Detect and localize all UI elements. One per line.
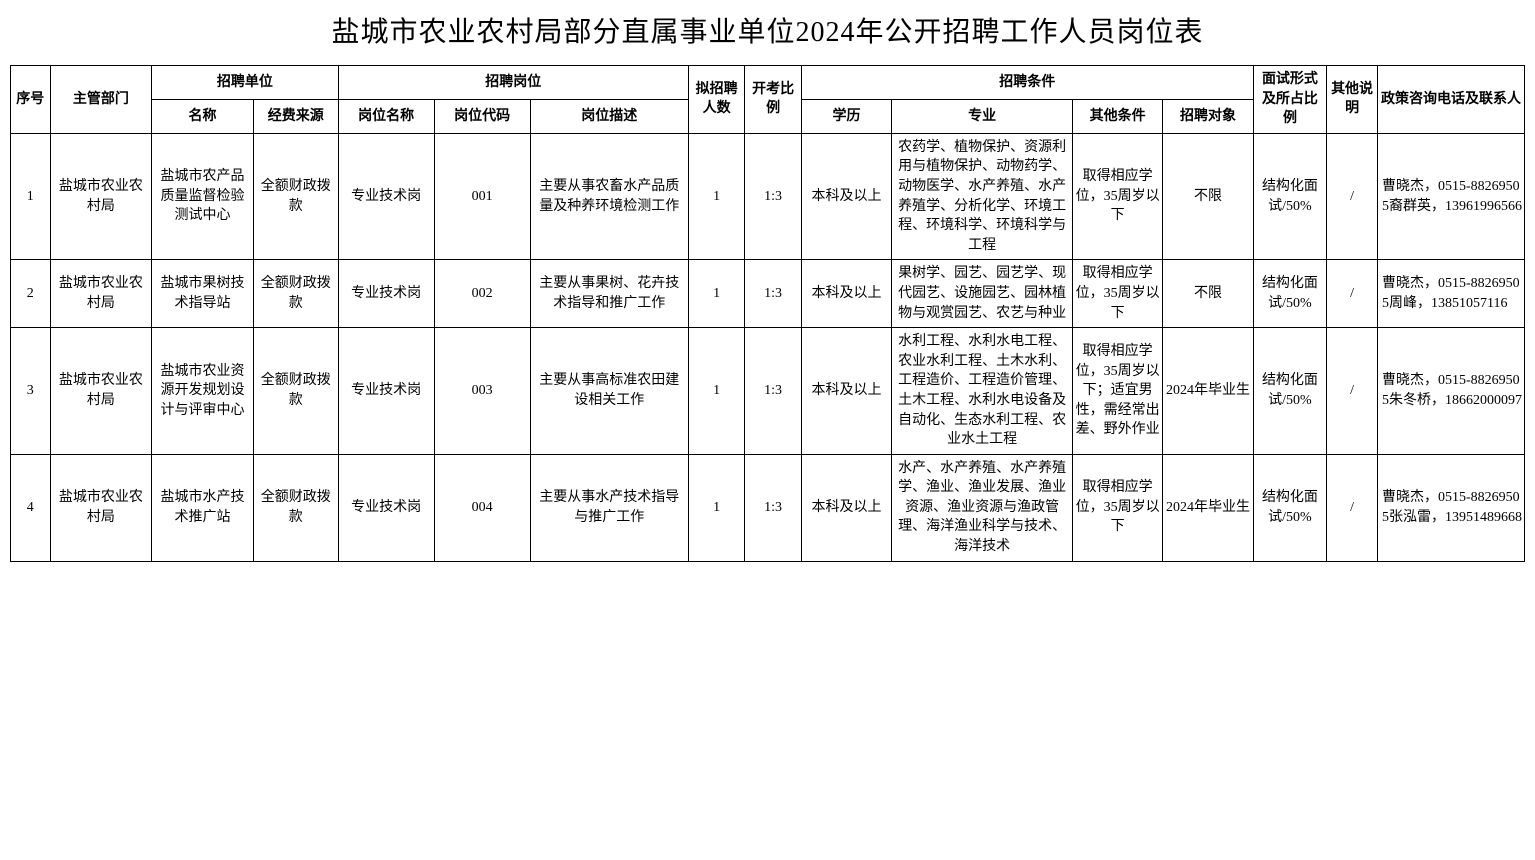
cell-unit_fund: 全额财政拨款 bbox=[253, 133, 338, 260]
header-unit: 招聘单位 bbox=[152, 66, 338, 100]
cell-unit_name: 盐城市果树技术指导站 bbox=[152, 260, 254, 328]
cell-unit_name: 盐城市农业资源开发规划设计与评审中心 bbox=[152, 328, 254, 455]
page-title: 盐城市农业农村局部分直属事业单位2024年公开招聘工作人员岗位表 bbox=[10, 10, 1525, 50]
table-body: 1盐城市农业农村局盐城市农产品质量监督检验测试中心全额财政拨款专业技术岗001主… bbox=[11, 133, 1525, 561]
cell-note: / bbox=[1327, 260, 1378, 328]
header-dept: 主管部门 bbox=[50, 66, 152, 134]
header-ratio: 开考比例 bbox=[745, 66, 801, 134]
header-condition: 招聘条件 bbox=[801, 66, 1253, 100]
cell-pos_desc: 主要从事果树、花卉技术指导和推广工作 bbox=[530, 260, 688, 328]
cell-note: / bbox=[1327, 328, 1378, 455]
cell-pos_code: 003 bbox=[434, 328, 530, 455]
table-row: 2盐城市农业农村局盐城市果树技术指导站全额财政拨款专业技术岗002主要从事果树、… bbox=[11, 260, 1525, 328]
header-note: 其他说明 bbox=[1327, 66, 1378, 134]
header-target: 招聘对象 bbox=[1163, 99, 1253, 133]
cell-other: 取得相应学位，35周岁以下 bbox=[1072, 454, 1162, 561]
cell-count: 1 bbox=[688, 454, 744, 561]
cell-interview: 结构化面试/50% bbox=[1253, 133, 1326, 260]
cell-pos_desc: 主要从事农畜水产品质量及种养环境检测工作 bbox=[530, 133, 688, 260]
header-other: 其他条件 bbox=[1072, 99, 1162, 133]
cell-ratio: 1:3 bbox=[745, 454, 801, 561]
table-row: 1盐城市农业农村局盐城市农产品质量监督检验测试中心全额财政拨款专业技术岗001主… bbox=[11, 133, 1525, 260]
cell-seq: 1 bbox=[11, 133, 51, 260]
cell-interview: 结构化面试/50% bbox=[1253, 260, 1326, 328]
table-header: 序号 主管部门 招聘单位 招聘岗位 拟招聘人数 开考比例 招聘条件 面试形式及所… bbox=[11, 66, 1525, 134]
cell-pos_code: 004 bbox=[434, 454, 530, 561]
cell-edu: 本科及以上 bbox=[801, 328, 891, 455]
cell-other: 取得相应学位，35周岁以下 bbox=[1072, 260, 1162, 328]
header-contact: 政策咨询电话及联系人 bbox=[1377, 66, 1524, 134]
header-pos-code: 岗位代码 bbox=[434, 99, 530, 133]
cell-pos_name: 专业技术岗 bbox=[338, 133, 434, 260]
cell-ratio: 1:3 bbox=[745, 260, 801, 328]
cell-note: / bbox=[1327, 454, 1378, 561]
cell-edu: 本科及以上 bbox=[801, 260, 891, 328]
cell-edu: 本科及以上 bbox=[801, 133, 891, 260]
cell-contact: 曹晓杰，0515-88269505裔群英，13961996566 bbox=[1377, 133, 1524, 260]
cell-ratio: 1:3 bbox=[745, 133, 801, 260]
header-major: 专业 bbox=[892, 99, 1073, 133]
header-unit-name: 名称 bbox=[152, 99, 254, 133]
cell-pos_code: 002 bbox=[434, 260, 530, 328]
header-pos-desc: 岗位描述 bbox=[530, 99, 688, 133]
cell-pos_name: 专业技术岗 bbox=[338, 260, 434, 328]
header-interview: 面试形式及所占比例 bbox=[1253, 66, 1326, 134]
cell-unit_name: 盐城市农产品质量监督检验测试中心 bbox=[152, 133, 254, 260]
recruitment-table: 序号 主管部门 招聘单位 招聘岗位 拟招聘人数 开考比例 招聘条件 面试形式及所… bbox=[10, 65, 1525, 562]
table-row: 3盐城市农业农村局盐城市农业资源开发规划设计与评审中心全额财政拨款专业技术岗00… bbox=[11, 328, 1525, 455]
cell-dept: 盐城市农业农村局 bbox=[50, 454, 152, 561]
header-edu: 学历 bbox=[801, 99, 891, 133]
cell-major: 果树学、园艺、园艺学、现代园艺、设施园艺、园林植物与观赏园艺、农艺与种业 bbox=[892, 260, 1073, 328]
cell-target: 不限 bbox=[1163, 260, 1253, 328]
cell-pos_code: 001 bbox=[434, 133, 530, 260]
cell-seq: 3 bbox=[11, 328, 51, 455]
table-row: 4盐城市农业农村局盐城市水产技术推广站全额财政拨款专业技术岗004主要从事水产技… bbox=[11, 454, 1525, 561]
cell-count: 1 bbox=[688, 260, 744, 328]
cell-dept: 盐城市农业农村局 bbox=[50, 328, 152, 455]
cell-major: 水产、水产养殖、水产养殖学、渔业、渔业发展、渔业资源、渔业资源与渔政管理、海洋渔… bbox=[892, 454, 1073, 561]
cell-seq: 2 bbox=[11, 260, 51, 328]
header-seq: 序号 bbox=[11, 66, 51, 134]
cell-pos_desc: 主要从事高标准农田建设相关工作 bbox=[530, 328, 688, 455]
cell-count: 1 bbox=[688, 328, 744, 455]
cell-other: 取得相应学位，35周岁以下；适宜男性，需经常出差、野外作业 bbox=[1072, 328, 1162, 455]
cell-unit_fund: 全额财政拨款 bbox=[253, 328, 338, 455]
cell-target: 不限 bbox=[1163, 133, 1253, 260]
cell-major: 水利工程、水利水电工程、农业水利工程、土木水利、工程造价、工程造价管理、土木工程… bbox=[892, 328, 1073, 455]
cell-major: 农药学、植物保护、资源利用与植物保护、动物药学、动物医学、水产养殖、水产养殖学、… bbox=[892, 133, 1073, 260]
cell-pos_name: 专业技术岗 bbox=[338, 328, 434, 455]
cell-ratio: 1:3 bbox=[745, 328, 801, 455]
cell-pos_desc: 主要从事水产技术指导与推广工作 bbox=[530, 454, 688, 561]
cell-edu: 本科及以上 bbox=[801, 454, 891, 561]
cell-contact: 曹晓杰，0515-88269505朱冬桥，18662000097 bbox=[1377, 328, 1524, 455]
cell-target: 2024年毕业生 bbox=[1163, 454, 1253, 561]
header-pos-name: 岗位名称 bbox=[338, 99, 434, 133]
cell-interview: 结构化面试/50% bbox=[1253, 328, 1326, 455]
cell-note: / bbox=[1327, 133, 1378, 260]
cell-unit_fund: 全额财政拨款 bbox=[253, 454, 338, 561]
cell-unit_fund: 全额财政拨款 bbox=[253, 260, 338, 328]
cell-dept: 盐城市农业农村局 bbox=[50, 133, 152, 260]
header-count: 拟招聘人数 bbox=[688, 66, 744, 134]
cell-contact: 曹晓杰，0515-88269505周峰，13851057116 bbox=[1377, 260, 1524, 328]
cell-interview: 结构化面试/50% bbox=[1253, 454, 1326, 561]
cell-count: 1 bbox=[688, 133, 744, 260]
cell-unit_name: 盐城市水产技术推广站 bbox=[152, 454, 254, 561]
header-position: 招聘岗位 bbox=[338, 66, 688, 100]
cell-target: 2024年毕业生 bbox=[1163, 328, 1253, 455]
cell-contact: 曹晓杰，0515-88269505张泓雷，13951489668 bbox=[1377, 454, 1524, 561]
cell-seq: 4 bbox=[11, 454, 51, 561]
cell-pos_name: 专业技术岗 bbox=[338, 454, 434, 561]
cell-other: 取得相应学位，35周岁以下 bbox=[1072, 133, 1162, 260]
cell-dept: 盐城市农业农村局 bbox=[50, 260, 152, 328]
header-unit-fund: 经费来源 bbox=[253, 99, 338, 133]
